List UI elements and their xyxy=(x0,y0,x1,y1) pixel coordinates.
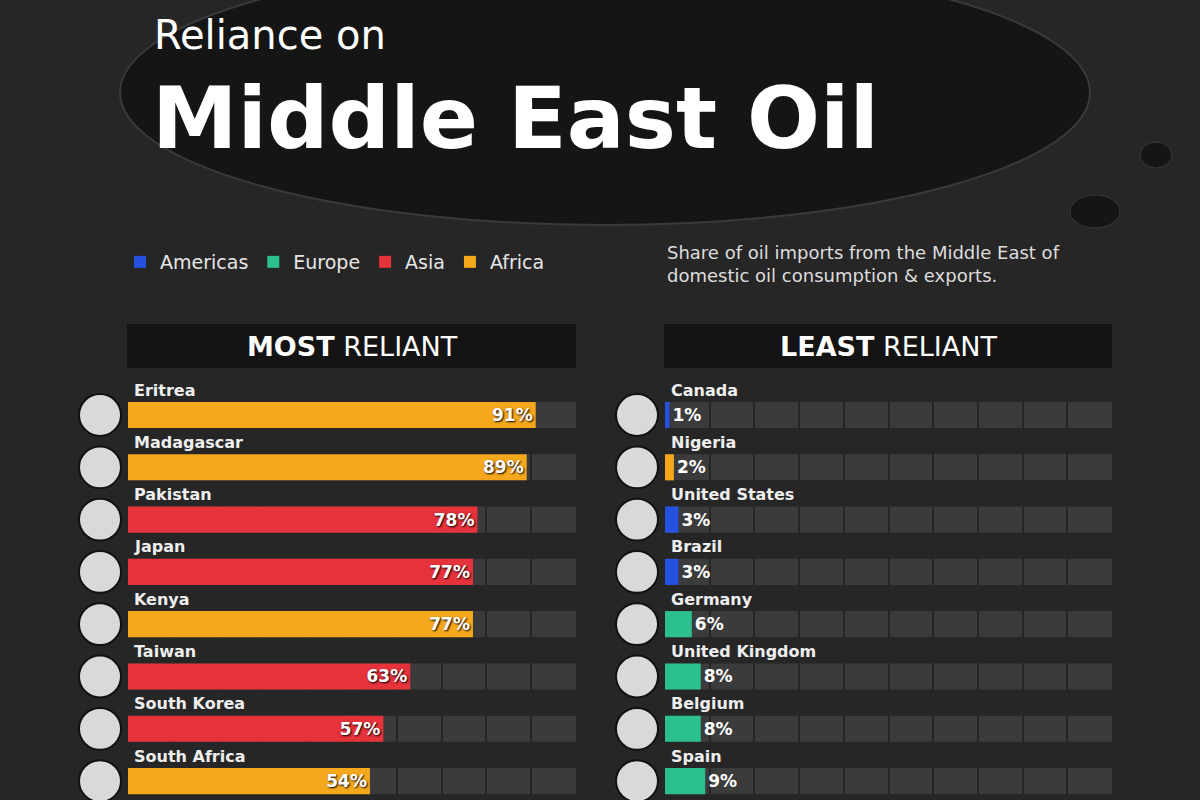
svg-text:United States: United States xyxy=(671,485,794,504)
svg-text:6%: 6% xyxy=(695,614,724,634)
svg-text:Belgium: Belgium xyxy=(671,694,745,713)
svg-text:Japan: Japan xyxy=(134,537,185,556)
svg-text:Americas: Americas xyxy=(160,251,248,273)
svg-text:Madagascar: Madagascar xyxy=(134,433,243,452)
svg-text:9%: 9% xyxy=(708,771,737,791)
svg-text:77%: 77% xyxy=(429,562,470,582)
svg-text:89%: 89% xyxy=(483,457,524,477)
svg-text:8%: 8% xyxy=(704,719,733,739)
svg-text:63%: 63% xyxy=(367,666,408,686)
svg-text:Kenya: Kenya xyxy=(134,590,190,609)
svg-text:3%: 3% xyxy=(681,562,710,582)
svg-text:57%: 57% xyxy=(340,719,381,739)
svg-text:Taiwan: Taiwan xyxy=(134,642,196,661)
svg-text:Reliance on: Reliance on xyxy=(154,12,386,58)
svg-text:Brazil: Brazil xyxy=(671,537,722,556)
svg-text:54%: 54% xyxy=(326,771,367,791)
svg-text:78%: 78% xyxy=(434,510,475,530)
svg-text:South Africa: South Africa xyxy=(134,747,246,766)
svg-text:8%: 8% xyxy=(704,666,733,686)
svg-text:Germany: Germany xyxy=(671,590,753,609)
svg-text:Share of oil imports from the: Share of oil imports from the Middle Eas… xyxy=(667,242,1060,286)
svg-text:South Korea: South Korea xyxy=(134,694,245,713)
svg-text:91%: 91% xyxy=(492,405,533,425)
svg-text:1%: 1% xyxy=(672,405,701,425)
svg-text:Nigeria: Nigeria xyxy=(671,433,736,452)
svg-text:Spain: Spain xyxy=(671,747,722,766)
svg-text:United Kingdom: United Kingdom xyxy=(671,642,816,661)
svg-text:MOST RELIANT: MOST RELIANT xyxy=(247,331,458,362)
svg-text:Europe: Europe xyxy=(293,251,360,273)
svg-text:Eritrea: Eritrea xyxy=(134,381,196,400)
svg-text:Africa: Africa xyxy=(490,251,544,273)
svg-text:Asia: Asia xyxy=(405,251,445,273)
svg-text:LEAST RELIANT: LEAST RELIANT xyxy=(780,331,997,362)
svg-text:3%: 3% xyxy=(681,510,710,530)
svg-text:Pakistan: Pakistan xyxy=(134,485,212,504)
svg-text:Middle East Oil: Middle East Oil xyxy=(152,68,879,168)
svg-text:Canada: Canada xyxy=(671,381,738,400)
svg-text:2%: 2% xyxy=(677,457,706,477)
svg-text:77%: 77% xyxy=(429,614,470,634)
